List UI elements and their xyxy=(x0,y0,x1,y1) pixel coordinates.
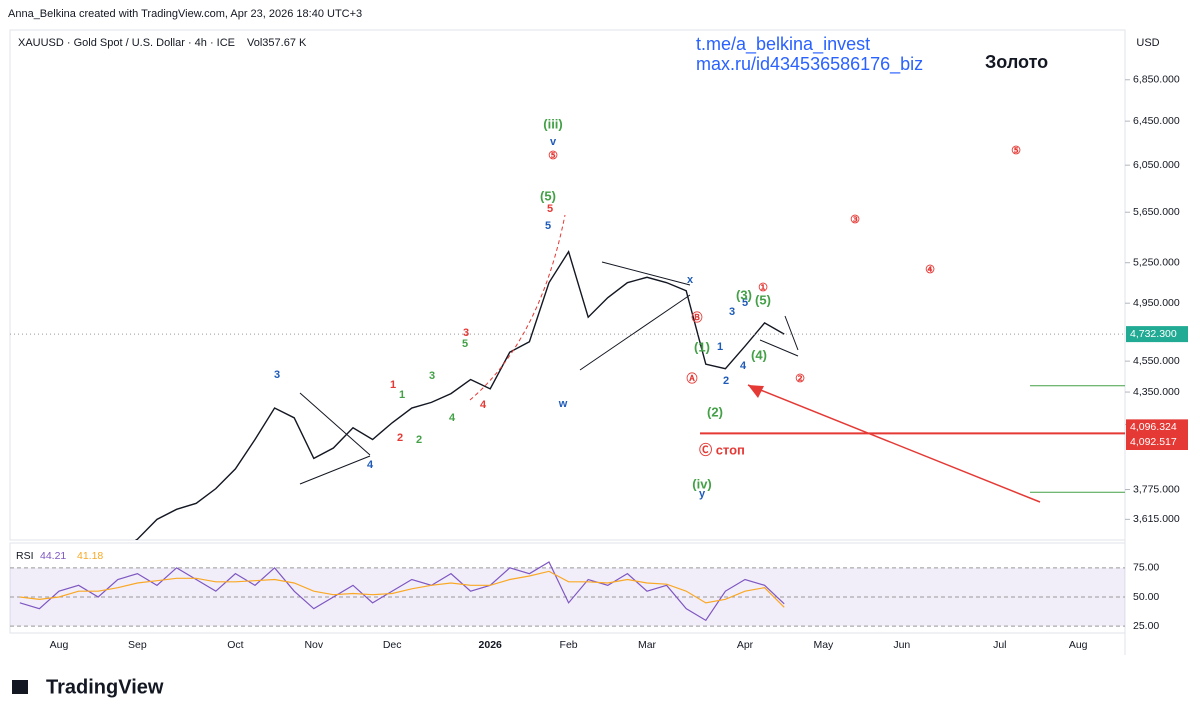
last-price-label: 4,732.300 xyxy=(1130,328,1177,340)
volume: Vol357.67 K xyxy=(247,37,307,49)
wave-label: 4 xyxy=(367,459,374,471)
symbol: XAUUSD · Gold Spot / U.S. Dollar · 4h · … xyxy=(18,37,235,49)
wave-label: 1 xyxy=(399,389,405,401)
rsi-line xyxy=(19,561,785,622)
x-tick-label: Aug xyxy=(50,639,69,651)
x-tick-label: Jun xyxy=(893,639,910,651)
x-tick-label: Aug xyxy=(1069,639,1088,651)
wave-label: ④ xyxy=(925,264,935,276)
y-tick-label: 4,950.000 xyxy=(1133,297,1180,309)
price-line xyxy=(134,249,785,540)
y-tick-label: 75.00 xyxy=(1133,562,1159,574)
wave-label: ⑤ xyxy=(1011,145,1021,157)
y-tick-label: 3,775.000 xyxy=(1133,483,1180,495)
y-tick-label: 3,615.000 xyxy=(1133,513,1180,525)
wave-label: (iv) xyxy=(692,476,712,491)
trendline xyxy=(299,392,371,456)
stop-label: 4,092.517 xyxy=(1130,436,1177,448)
wave-label: ② xyxy=(795,373,805,385)
link[interactable]: t.me/a_belkina_invest xyxy=(696,34,870,55)
wave-label: 3 xyxy=(429,370,435,382)
trendline xyxy=(759,339,799,357)
note: Золото xyxy=(985,52,1048,72)
x-tick-label: Apr xyxy=(737,639,754,651)
wave-label: Ⓐ xyxy=(687,371,698,385)
stop-box xyxy=(1126,434,1188,451)
last-price-box xyxy=(1126,326,1188,343)
wave-label: x xyxy=(687,274,694,286)
wave-label: 5 xyxy=(547,203,553,215)
wave-label: 1 xyxy=(390,379,396,391)
wave-label: v xyxy=(550,136,557,148)
price-pane xyxy=(9,29,1126,541)
x-tick-label: Dec xyxy=(383,639,402,651)
wave-label: 3 xyxy=(274,369,280,381)
y-tick-label: 5,250.000 xyxy=(1133,256,1180,268)
arrow-head xyxy=(748,385,764,398)
x-tick-label: Jul xyxy=(993,639,1006,651)
footer-logo: TradingView xyxy=(46,676,164,698)
arrow xyxy=(747,384,1041,503)
trendline xyxy=(299,455,371,485)
wave-label: 2 xyxy=(723,375,729,387)
wave-label: (iii) xyxy=(543,116,563,131)
rsi-value: 44.21 xyxy=(40,550,66,562)
y-tick-label: 25.00 xyxy=(1133,620,1159,632)
wave-label: 4 xyxy=(740,360,747,372)
x-tick-label: Sep xyxy=(128,639,147,651)
wave-label: 4 xyxy=(480,399,487,411)
wave-label: (5) xyxy=(540,188,556,203)
rsi-title: RSI xyxy=(16,550,34,562)
wave-label: w xyxy=(558,398,568,410)
currency: USD xyxy=(1136,37,1159,49)
wave-label: Ⓑ xyxy=(692,310,703,324)
wave-label: 2 xyxy=(397,432,403,444)
wave-label: 3 xyxy=(729,306,735,318)
link[interactable]: max.ru/id434536586176_biz xyxy=(696,54,923,75)
wave-label: (5) xyxy=(755,292,771,307)
wave-label: 5 xyxy=(742,297,748,309)
stop-box xyxy=(1126,419,1188,436)
logo xyxy=(12,680,28,694)
fib-curve xyxy=(469,214,566,401)
x-tick-label: Oct xyxy=(227,639,243,651)
y-tick-label: 6,450.000 xyxy=(1133,115,1180,127)
wave-label: (1) xyxy=(694,339,710,354)
wave-label: 5 xyxy=(462,338,468,350)
wave-label: y xyxy=(699,488,706,500)
trendline xyxy=(579,294,691,371)
y-tick-label: 6,850.000 xyxy=(1133,74,1180,86)
wave-label: (2) xyxy=(707,404,723,419)
y-tick-label: 4,550.000 xyxy=(1133,355,1180,367)
stop-label: 4,096.324 xyxy=(1130,421,1177,433)
y-tick-label: 50.00 xyxy=(1133,591,1159,603)
wave-label: 4 xyxy=(449,412,456,424)
rsi-value: 41.18 xyxy=(77,550,103,562)
wave-label: 3 xyxy=(463,327,469,339)
credit: Anna_Belkina created with TradingView.co… xyxy=(8,8,362,20)
wave-label: (4) xyxy=(751,347,767,362)
x-tick-label: Mar xyxy=(638,639,657,651)
wave-label: ① xyxy=(758,282,768,294)
trendline xyxy=(784,315,799,351)
wave-label: (3) xyxy=(736,287,752,302)
wave-label: 1 xyxy=(717,341,723,353)
trendline xyxy=(601,261,691,286)
price-plot xyxy=(134,214,799,540)
rsi-line xyxy=(19,570,785,608)
wave-label: 5 xyxy=(545,220,551,232)
wave-label: ⑤ xyxy=(548,150,558,162)
x-tick-label: Nov xyxy=(304,639,323,651)
y-tick-label: 6,050.000 xyxy=(1133,159,1180,171)
y-tick-label: 4,350.000 xyxy=(1133,386,1180,398)
x-tick-label: Feb xyxy=(560,639,578,651)
y-tick-label: 5,650.000 xyxy=(1133,206,1180,218)
x-tick-label: 2026 xyxy=(479,639,503,651)
wave-label: 2 xyxy=(416,434,422,446)
x-tick-label: May xyxy=(813,639,834,651)
wave-label: Ⓒ стоп xyxy=(699,442,745,457)
wave-label: ③ xyxy=(850,214,860,226)
